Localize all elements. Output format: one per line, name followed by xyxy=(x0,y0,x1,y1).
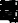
Bar xyxy=(6,8,7,10)
Bar xyxy=(16,19,17,21)
Bar xyxy=(7,4,8,10)
Text: FIG.4: FIG.4 xyxy=(0,0,18,11)
Bar xyxy=(12,7,13,10)
Bar xyxy=(3,19,4,21)
Text: FIG.5: FIG.5 xyxy=(0,2,18,21)
Bar xyxy=(10,15,12,21)
Legend: 0 pg/ml TGF-b1, 200 pg/ml TGF-b1, 217.5 pg/ml TGF-b1
control release: 0 pg/ml TGF-b1, 200 pg/ml TGF-b1, 217.5 … xyxy=(0,19,10,23)
Bar xyxy=(8,19,9,21)
Bar xyxy=(11,8,12,10)
Bar xyxy=(8,6,9,10)
Bar xyxy=(5,6,6,10)
Bar xyxy=(15,9,16,10)
Bar xyxy=(16,7,17,10)
Bar xyxy=(9,20,10,21)
Bar xyxy=(5,15,7,21)
Bar xyxy=(4,6,5,10)
Bar xyxy=(4,18,5,21)
Legend: 0 pg/ml TGF-b1l, 200 pg/ml TGF-b1, 217.5 pg/ml TGF-b1
control release: 0 pg/ml TGF-b1l, 200 pg/ml TGF-b1, 217.5… xyxy=(0,9,10,23)
Bar xyxy=(14,20,15,21)
Bar xyxy=(10,9,11,10)
